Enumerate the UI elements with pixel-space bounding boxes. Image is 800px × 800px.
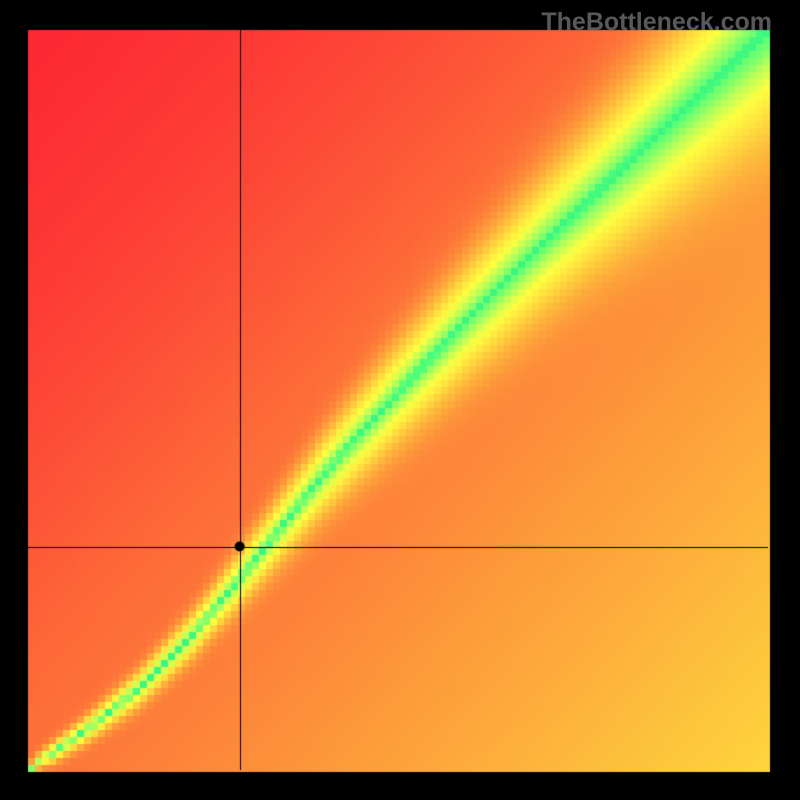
- chart-container: TheBottleneck.com: [0, 0, 800, 800]
- heatmap-canvas: [0, 0, 800, 800]
- watermark-text: TheBottleneck.com: [541, 8, 772, 37]
